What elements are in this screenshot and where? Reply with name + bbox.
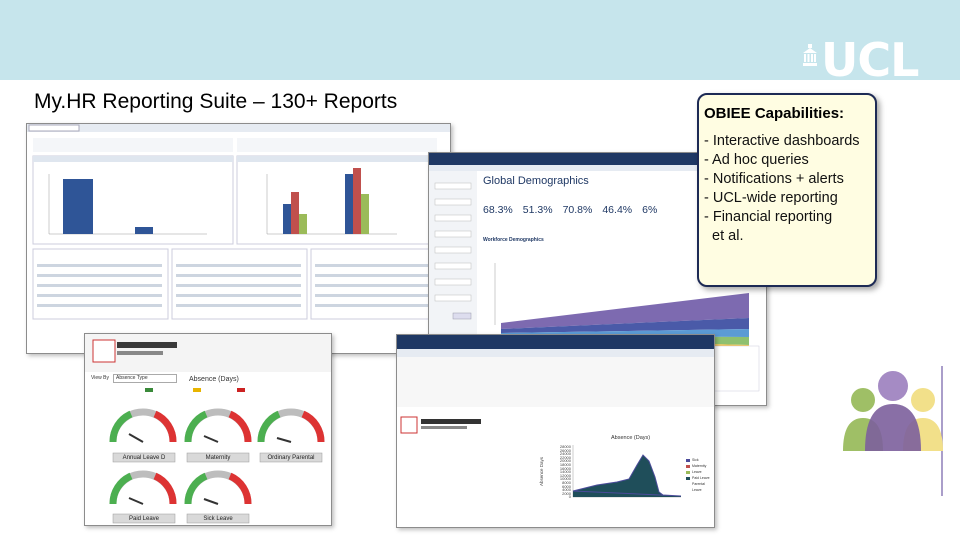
y-tick: 18000 [559,461,571,467]
capability-item: - Notifications + alerts [704,171,844,187]
legend-item: Sick [692,458,699,462]
capability-item: - Ad hoc queries [704,152,809,168]
kpi-value: 70.8% [562,204,593,216]
y-axis-ticks: 28000 26000 24000 22000 20000 18000 1600… [547,445,571,499]
capability-item: - Financial reporting [704,209,833,225]
y-tick: 12000 [559,472,571,478]
header-banner [0,0,960,80]
view-by-label: View By [91,375,109,381]
kpi-value: 51.3% [522,204,553,216]
people-group-icon [843,366,943,496]
absence-gauges-title: Absence (Days) [189,376,239,383]
y-tick: 26000 [559,447,571,453]
legend-item: Maternity Leave [692,464,707,474]
workforce-section-title: Workforce Demographics [483,237,544,243]
gauge-label: Ordinary Parental [267,455,315,461]
absence-gauges-screenshot: Absence (Days) View By Absence Type Annu… [84,333,332,526]
gauge-label: Annual Leave D [122,455,166,461]
capability-item: - UCL-wide reporting [704,190,838,206]
kpi-value: 6% [642,204,658,216]
y-tick: 22000 [559,454,571,460]
capabilities-callout: OBIEE Capabilities: - Interactive dashbo… [697,93,877,287]
kpi-row: 68.3% 51.3% 70.8% 46.4% 6% [483,204,657,216]
absence-trend-screenshot: Absence (Days) 28000 26000 24000 22000 2… [396,334,715,528]
view-by-select[interactable]: Absence Type [113,374,177,383]
y-tick: 2000 [562,490,571,496]
kpi-value: 68.3% [483,204,513,216]
y-tick: 8000 [562,479,571,485]
demographics-title: Global Demographics [483,175,589,187]
y-tick: 4000 [562,487,571,493]
ucl-logo: UCL [803,33,919,87]
ucl-wordmark: UCL [821,33,919,87]
y-tick: 0 [568,494,571,500]
y-axis-label: Absence Days [539,456,545,487]
absence-trend-title: Absence (Days) [611,435,651,441]
dashboard-screenshot-bars [26,123,451,354]
y-tick: 16000 [559,465,571,471]
y-tick: 20000 [559,458,571,464]
gauge-label: Maternity [205,455,231,461]
slide-title: My.HR Reporting Suite – 130+ Reports [34,90,398,113]
legend-item: Parental Leave [692,482,706,492]
capability-item: et al. [704,228,744,244]
y-tick: 6000 [562,483,571,489]
trend-legend: Sick Maternity Leave Paid Leave Parental… [692,457,714,493]
kpi-value: 46.4% [602,204,633,216]
gauge-label: Paid Leave [128,516,160,522]
legend-item: Paid Leave [692,476,710,480]
capabilities-heading: OBIEE Capabilities: [704,105,845,122]
capabilities-list: - Interactive dashboards - Ad hoc querie… [704,132,870,246]
y-tick: 24000 [559,451,571,457]
gauge-label: Sick Leave [203,516,233,522]
portico-icon [803,44,817,66]
y-tick: 14000 [559,469,571,475]
y-tick: 28000 [559,444,571,449]
y-tick: 10000 [559,476,571,482]
capability-item: - Interactive dashboards [704,133,860,149]
